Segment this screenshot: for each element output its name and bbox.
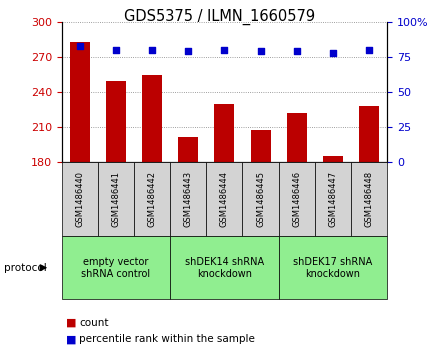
Point bbox=[221, 47, 228, 53]
Point bbox=[257, 48, 264, 54]
Text: GDS5375 / ILMN_1660579: GDS5375 / ILMN_1660579 bbox=[125, 9, 315, 25]
Bar bbox=[106, 81, 126, 162]
Point bbox=[366, 47, 373, 53]
Point bbox=[293, 48, 300, 54]
Text: GSM1486446: GSM1486446 bbox=[292, 171, 301, 227]
Text: GSM1486442: GSM1486442 bbox=[147, 171, 157, 227]
Point bbox=[112, 47, 119, 53]
Bar bbox=[70, 42, 90, 162]
Text: GSM1486444: GSM1486444 bbox=[220, 171, 229, 227]
Bar bbox=[178, 137, 198, 162]
Bar bbox=[142, 76, 162, 162]
Text: shDEK14 shRNA
knockdown: shDEK14 shRNA knockdown bbox=[185, 257, 264, 278]
Text: GSM1486441: GSM1486441 bbox=[111, 171, 121, 227]
Bar bbox=[323, 156, 343, 162]
Text: GSM1486445: GSM1486445 bbox=[256, 171, 265, 227]
Text: GSM1486447: GSM1486447 bbox=[328, 171, 337, 227]
Bar bbox=[287, 113, 307, 162]
Text: GSM1486443: GSM1486443 bbox=[184, 171, 193, 227]
Point bbox=[149, 47, 156, 53]
Text: protocol: protocol bbox=[4, 263, 47, 273]
Point bbox=[185, 48, 192, 54]
Text: ■: ■ bbox=[66, 318, 77, 328]
Point bbox=[76, 42, 83, 48]
Point bbox=[330, 50, 337, 56]
Bar bbox=[359, 106, 379, 162]
Text: count: count bbox=[79, 318, 109, 328]
Text: empty vector
shRNA control: empty vector shRNA control bbox=[81, 257, 150, 278]
Text: ■: ■ bbox=[66, 334, 77, 344]
Text: percentile rank within the sample: percentile rank within the sample bbox=[79, 334, 255, 344]
Text: shDEK17 shRNA
knockdown: shDEK17 shRNA knockdown bbox=[293, 257, 373, 278]
Bar bbox=[214, 105, 235, 162]
Bar bbox=[251, 130, 271, 162]
Text: GSM1486448: GSM1486448 bbox=[365, 171, 374, 227]
Text: GSM1486440: GSM1486440 bbox=[75, 171, 84, 227]
